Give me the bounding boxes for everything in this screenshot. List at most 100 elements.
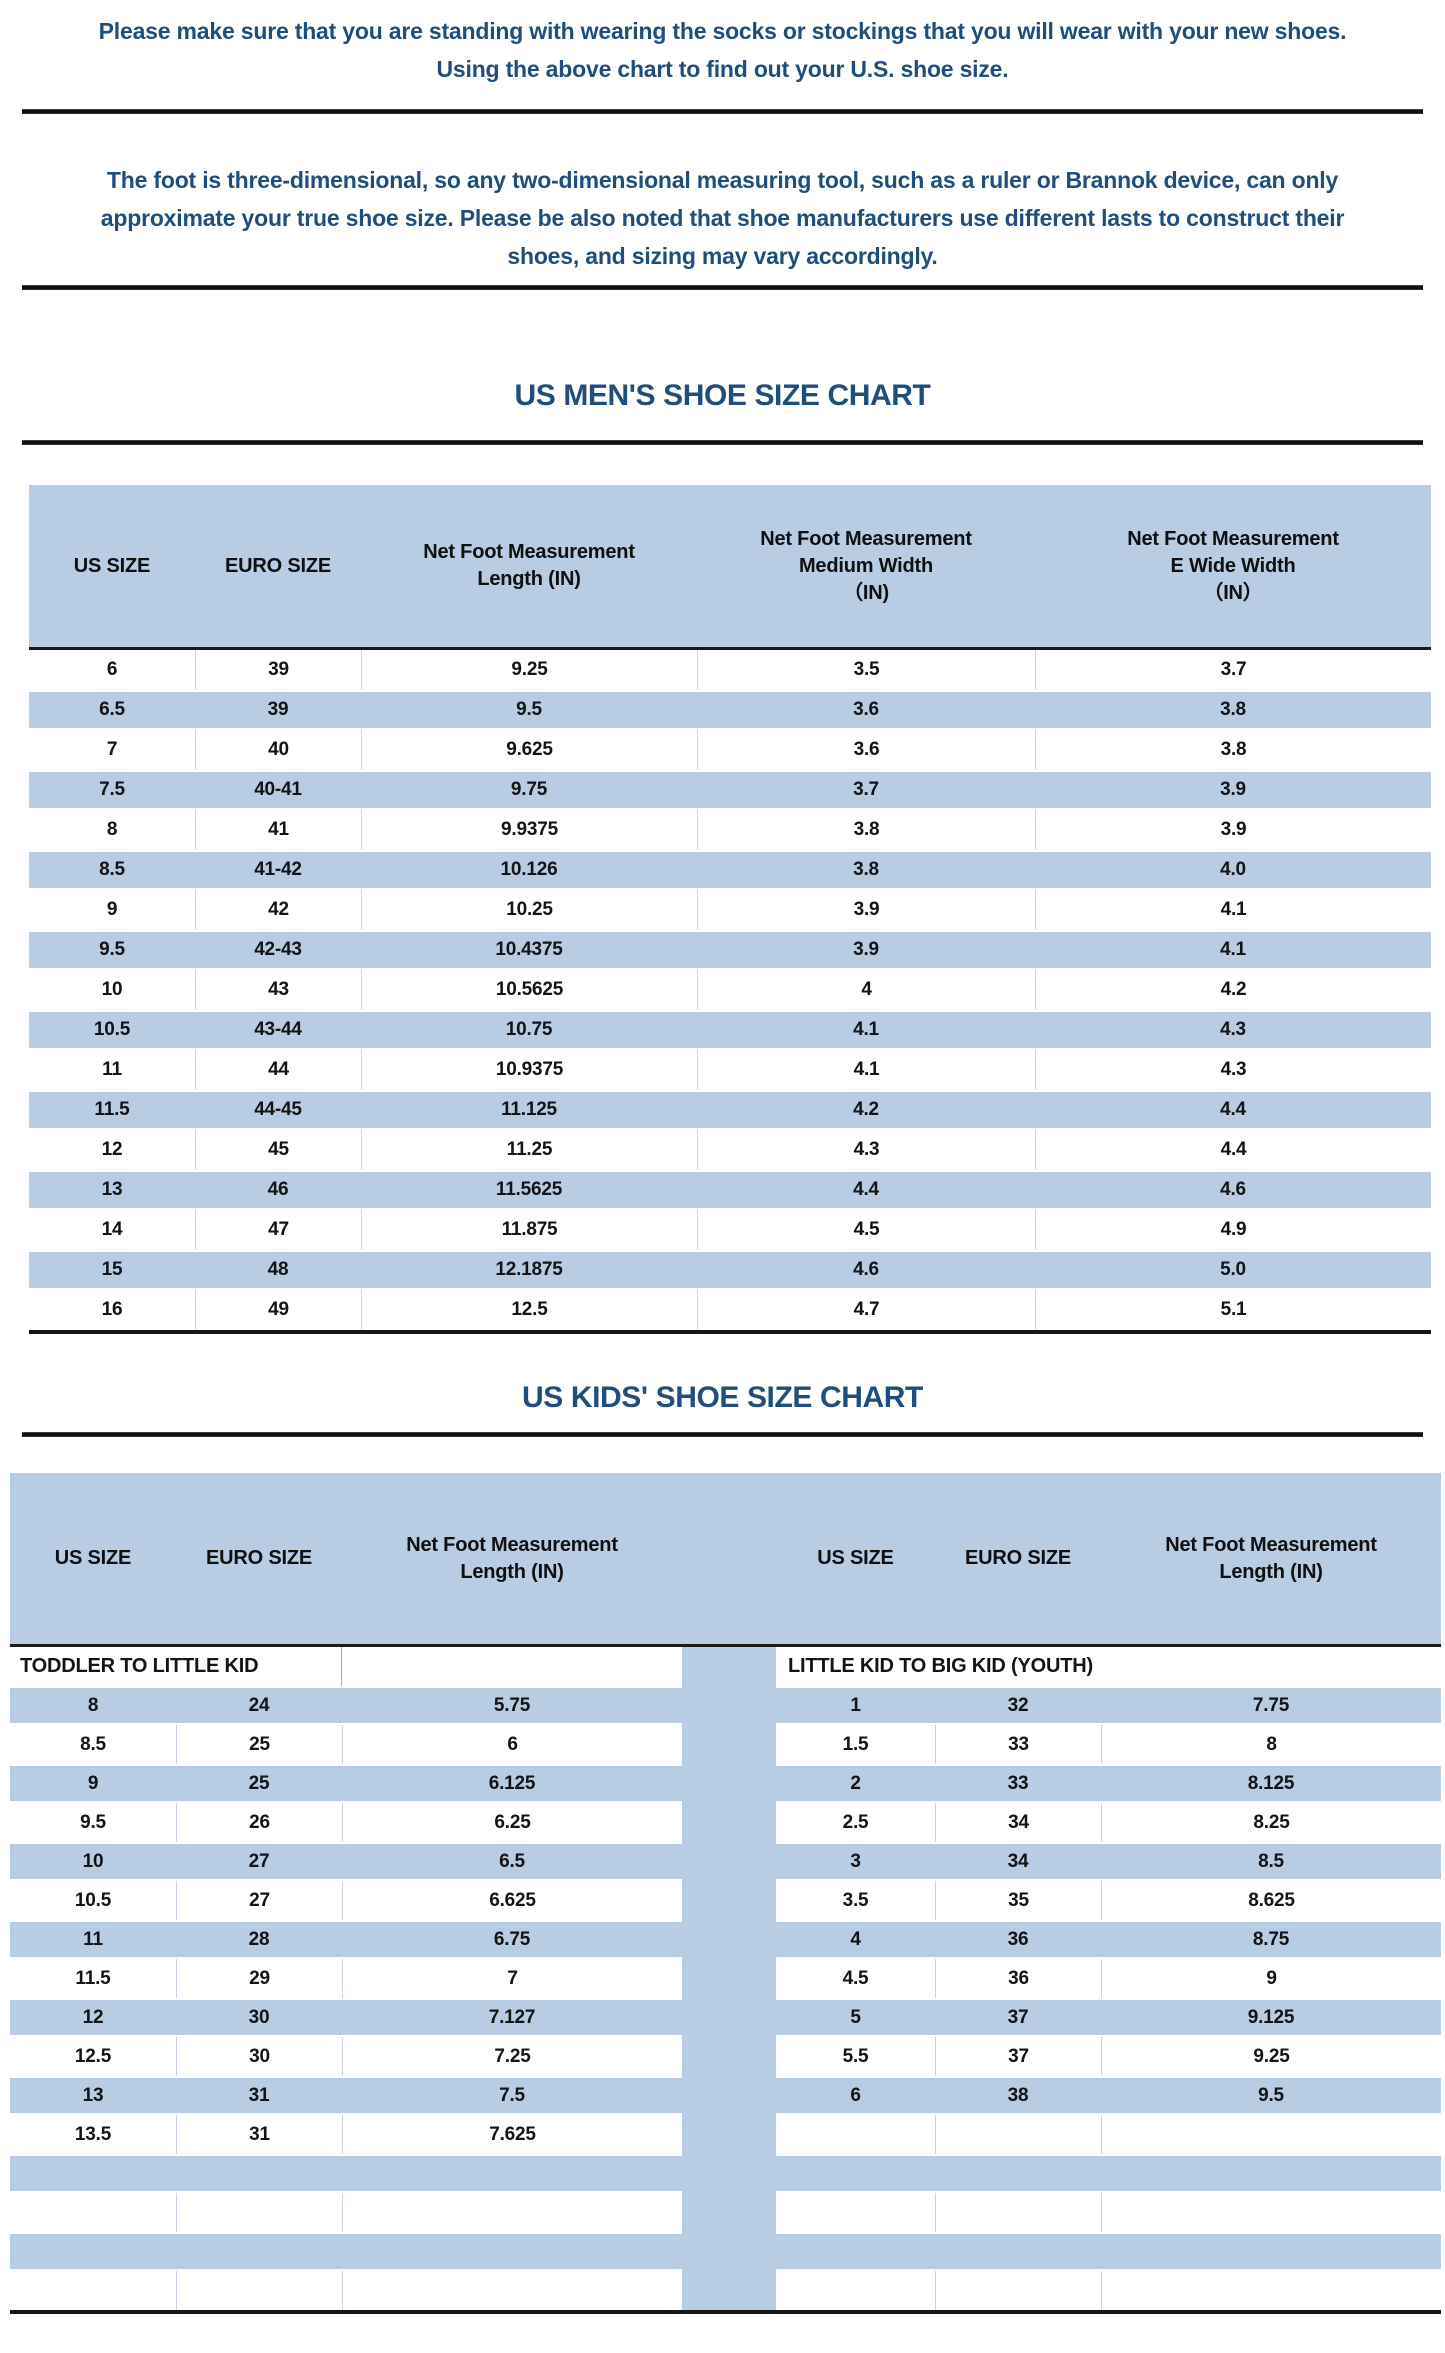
table-cell: 4.5 xyxy=(697,1210,1035,1250)
table-cell: 46 xyxy=(267,1179,289,1200)
table-cell: 10.5 xyxy=(74,1889,112,1911)
section-divider xyxy=(22,285,1423,290)
table-cell: 8 xyxy=(10,1686,176,1725)
table-cell: 10.5625 xyxy=(361,970,697,1010)
table-cell xyxy=(1101,2115,1441,2154)
gap-cell xyxy=(682,2193,776,2232)
gap-cell xyxy=(682,1803,776,1842)
table-row: 13.5 31 7.625 xyxy=(10,2115,1441,2154)
table-cell: 43-44 xyxy=(254,1019,302,1040)
column-header: EURO SIZE xyxy=(206,1547,312,1569)
table-cell: 25 xyxy=(176,1725,342,1764)
table-cell: 10 xyxy=(10,1842,176,1881)
empty-cell xyxy=(342,1647,682,1686)
kids-size-table: US SIZE EURO SIZE Net Foot Measurement Leng… xyxy=(10,1473,1441,2314)
table-cell: 6.75 xyxy=(342,1920,682,1959)
table-row: 12.5 30 7.25 5.5 37 9.25 xyxy=(10,2037,1441,2076)
table-cell: 6 xyxy=(106,659,118,680)
table-row xyxy=(10,2193,1441,2232)
gap-cell xyxy=(682,2037,776,2076)
table-cell: 4.6 xyxy=(853,1259,879,1280)
table-cell: 7 xyxy=(106,739,118,760)
table-cell: 12 xyxy=(10,1998,176,2037)
table-cell: 44-45 xyxy=(254,1099,302,1120)
table-cell: 8.25 xyxy=(1101,1803,1441,1842)
table-cell: 3.7 xyxy=(853,779,879,800)
table-row: 10.5 27 6.625 3.5 35 8.625 xyxy=(10,1881,1441,1920)
table-cell: 5.1 xyxy=(1035,1290,1431,1330)
gap-cell xyxy=(682,1686,776,1725)
intro-line: Using the above chart to find out your U… xyxy=(436,56,1009,82)
table-cell: 15 xyxy=(101,1259,123,1280)
table-cell: 6.125 xyxy=(342,1764,682,1803)
table-row: 9 25 6.125 2 33 8.125 xyxy=(10,1764,1441,1803)
table-cell: 4.7 xyxy=(697,1290,1035,1330)
table-cell: 3.6 xyxy=(697,730,1035,770)
table-cell: 7 xyxy=(342,1959,682,1998)
table-cell xyxy=(776,2232,935,2271)
table-cell: 4.4 xyxy=(1220,1099,1246,1120)
section-divider xyxy=(22,109,1423,114)
table-cell: 3 xyxy=(776,1842,935,1881)
table-cell: 49 xyxy=(195,1290,361,1330)
intro-paragraph-2: The foot is three-dimensional, so any tw… xyxy=(0,161,1445,275)
table-cell: 9.25 xyxy=(1101,2037,1441,2076)
table-cell: 6 xyxy=(776,2076,935,2115)
table-row: 11.5 44-45 11.125 4.2 4.4 xyxy=(29,1090,1431,1130)
table-cell: 3.5 xyxy=(842,1889,869,1911)
table-cell: 10.9375 xyxy=(361,1050,697,1090)
table-row: 7 40 9.625 3.6 3.8 xyxy=(29,730,1431,770)
table-cell: 10.75 xyxy=(505,1019,553,1040)
table-cell: 11.125 xyxy=(501,1099,557,1120)
table-cell: 3.8 xyxy=(1220,699,1246,720)
table-cell xyxy=(10,2232,176,2271)
table-row: 11 44 10.9375 4.1 4.3 xyxy=(29,1050,1431,1090)
column-header: EURO SIZE xyxy=(225,554,331,577)
table-cell: 12.5 xyxy=(74,2045,112,2067)
table-cell xyxy=(935,2271,1101,2310)
mens-size-table: US SIZE EURO SIZE Net Foot Measurement Leng… xyxy=(29,485,1431,1334)
table-cell: 10.25 xyxy=(361,890,697,930)
table-cell: 8.625 xyxy=(1101,1881,1441,1920)
table-cell xyxy=(776,2154,935,2193)
table-cell: 5.0 xyxy=(1220,1259,1246,1280)
table-cell: 11.5 xyxy=(94,1099,130,1120)
table-cell: 3.7 xyxy=(1035,650,1431,690)
table-cell: 6.25 xyxy=(342,1803,682,1842)
table-cell: 11.5 xyxy=(75,1967,111,1989)
table-cell: 4.3 xyxy=(1035,1050,1431,1090)
table-cell: 10.4375 xyxy=(495,939,563,960)
table-cell: 16 xyxy=(101,1299,123,1320)
table-cell: 6 xyxy=(342,1725,682,1764)
table-cell: 30 xyxy=(176,1998,342,2037)
gap-cell xyxy=(682,2115,776,2154)
table-cell: 3.9 xyxy=(1035,810,1431,850)
table-row: 10 43 10.5625 4 4.2 xyxy=(29,970,1431,1010)
table-row: 10.5 43-44 10.75 4.1 4.3 xyxy=(29,1010,1431,1050)
table-cell: 25 xyxy=(176,1764,342,1803)
table-cell: 13.5 xyxy=(74,2123,112,2145)
table-cell: 35 xyxy=(935,1881,1101,1920)
table-row: 12 30 7.127 5 37 9.125 xyxy=(10,1998,1441,2037)
gap-cell xyxy=(682,1959,776,1998)
table-cell: 7.625 xyxy=(342,2115,682,2154)
youth-group-label: LITTLE KID TO BIG KID (YOUTH) xyxy=(776,1647,1441,1686)
gap-cell xyxy=(682,1920,776,1959)
table-row: 8.5 25 6 1.5 33 8 xyxy=(10,1725,1441,1764)
mens-chart-title: US MEN'S SHOE SIZE CHART xyxy=(514,379,931,412)
table-cell: 36 xyxy=(935,1959,1101,1998)
table-row: 11 28 6.75 4 36 8.75 xyxy=(10,1920,1441,1959)
table-cell xyxy=(176,2271,342,2310)
gap-cell xyxy=(682,2232,776,2271)
column-header: Net Foot Measurement E Wide Width （IN） xyxy=(1127,527,1339,604)
table-cell: 13 xyxy=(10,2076,176,2115)
table-cell: 11.5625 xyxy=(495,1179,563,1200)
table-row: 9.5 26 6.25 2.5 34 8.25 xyxy=(10,1803,1441,1842)
table-cell: 3.8 xyxy=(697,810,1035,850)
table-cell xyxy=(176,2193,342,2232)
table-cell: 7.25 xyxy=(342,2037,682,2076)
table-cell: 37 xyxy=(935,1998,1101,2037)
table-row: 8.5 41-42 10.126 3.8 4.0 xyxy=(29,850,1431,890)
table-cell: 36 xyxy=(935,1920,1101,1959)
table-cell xyxy=(935,2232,1101,2271)
